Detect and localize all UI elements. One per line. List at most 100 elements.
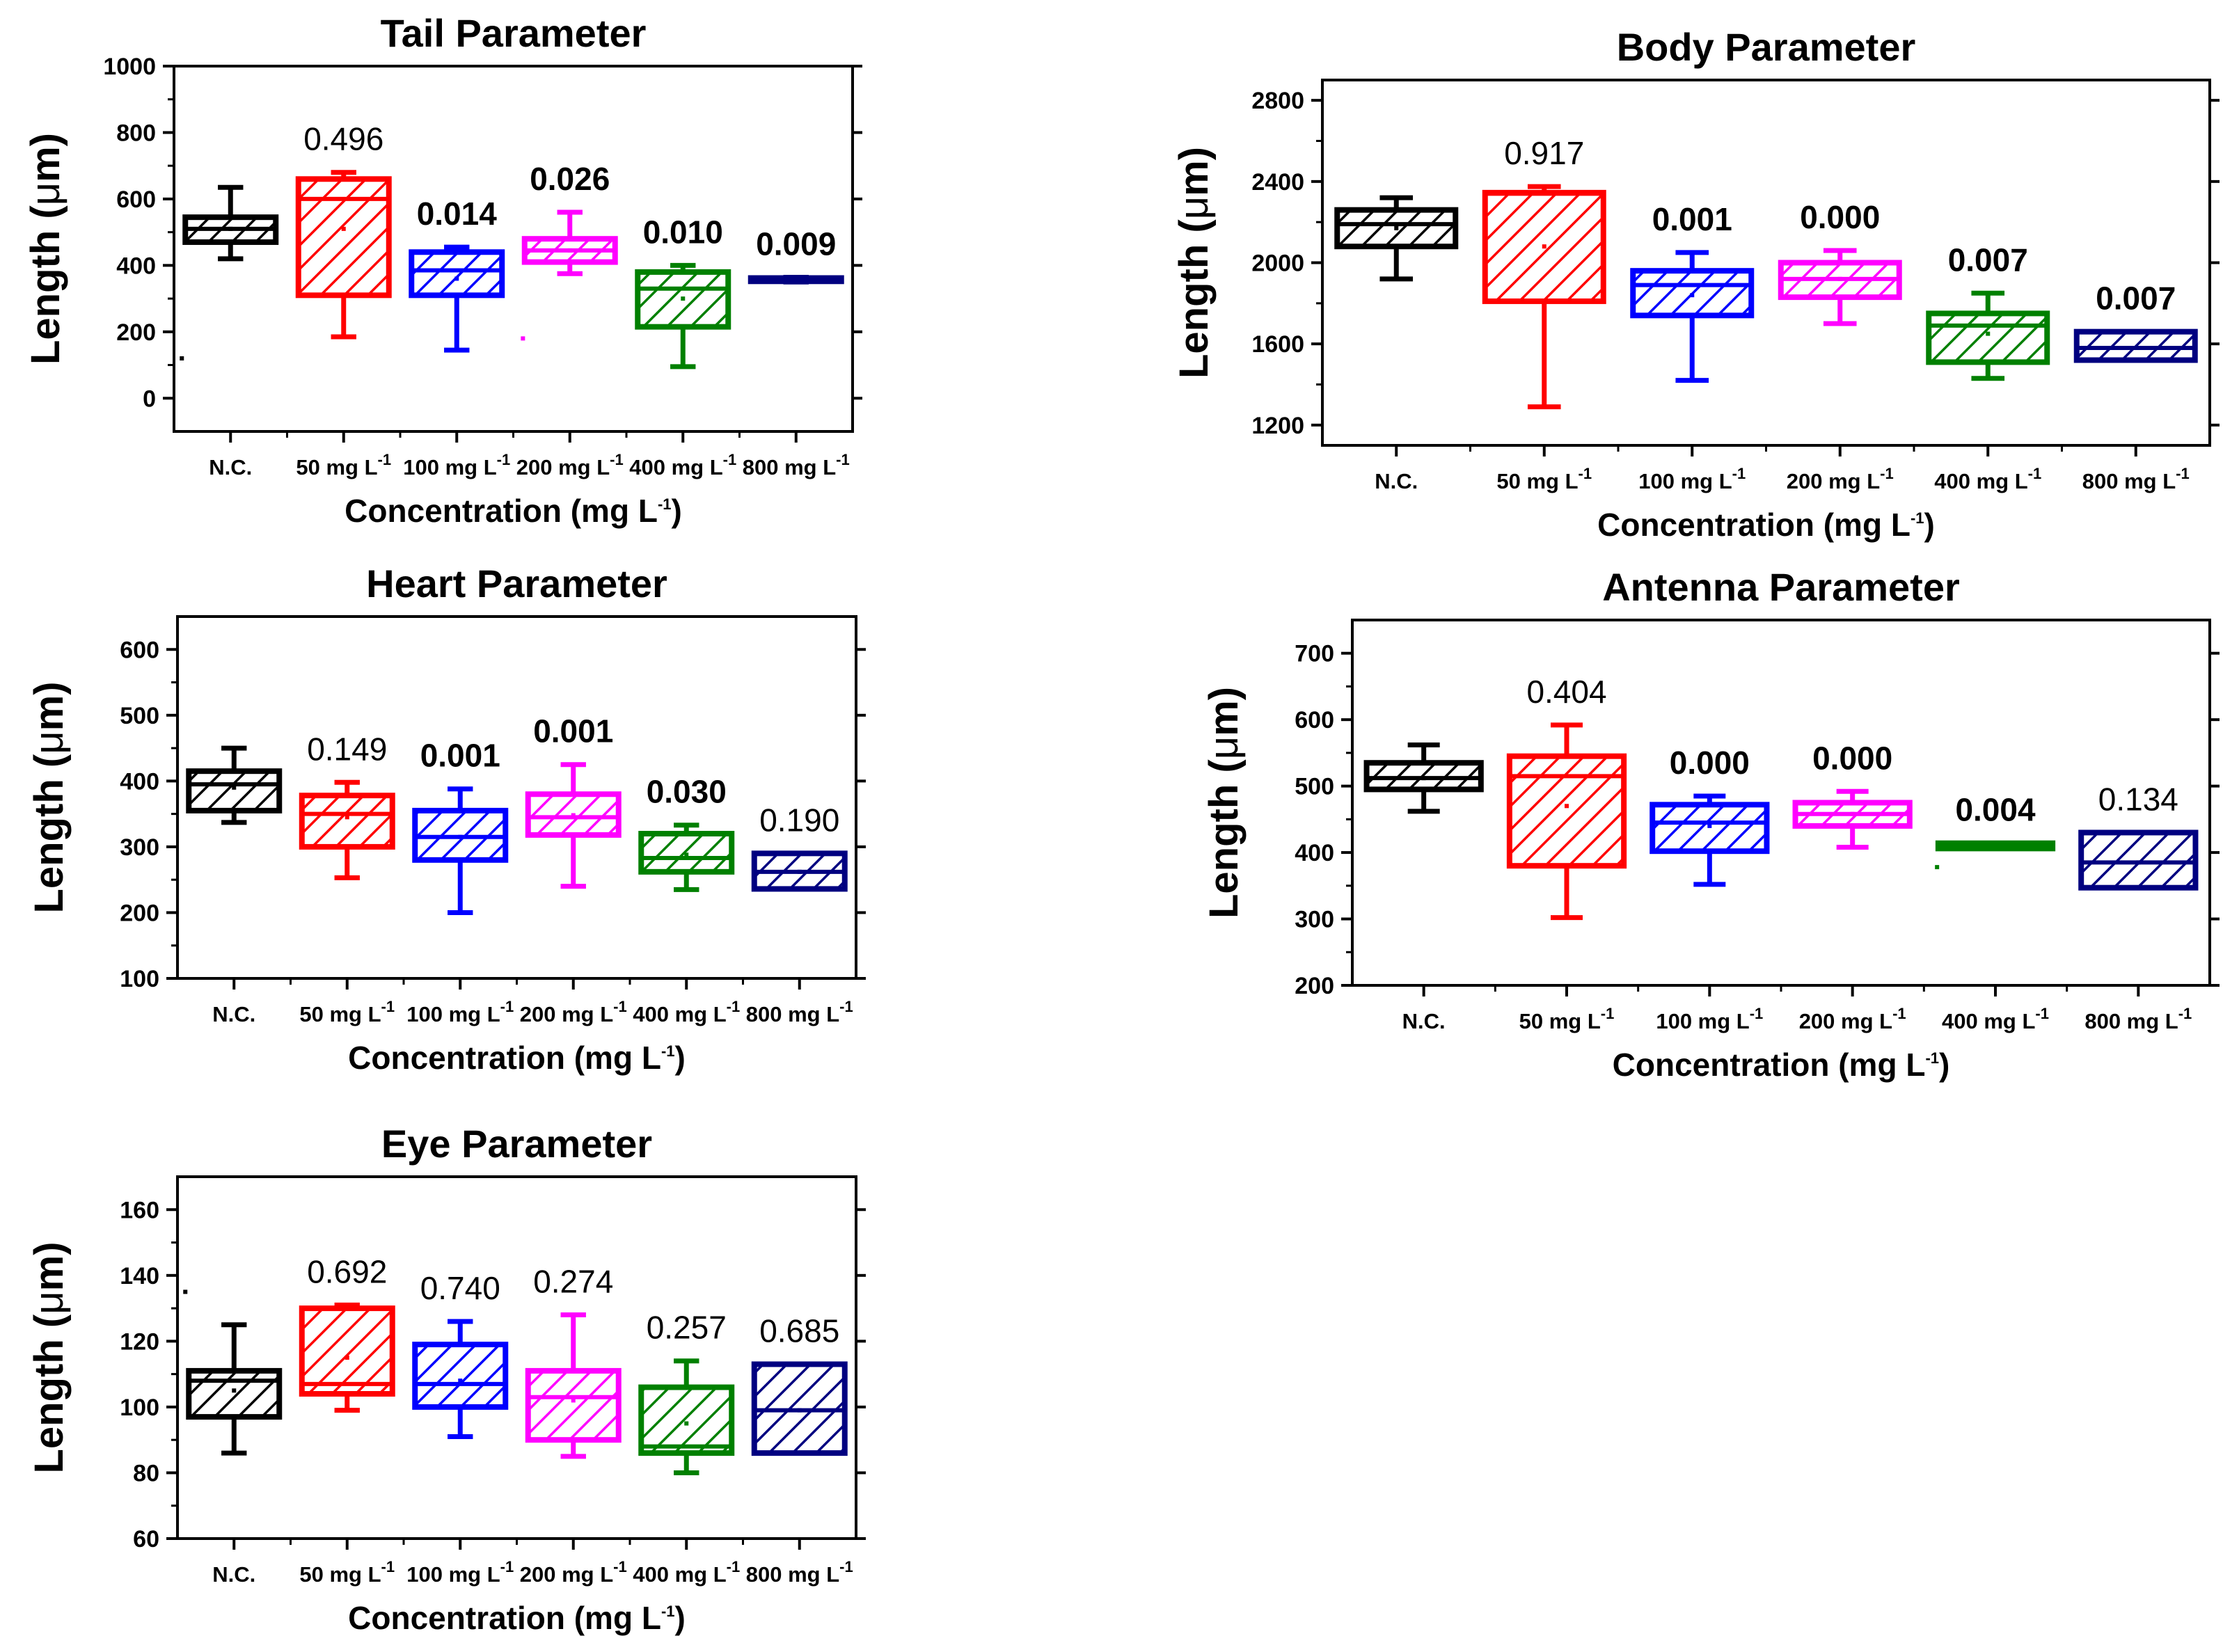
category-superscript: -1: [2176, 465, 2190, 482]
x-category-label: 400 mg L-1: [633, 998, 740, 1026]
category-superscript: -1: [378, 451, 392, 468]
box-iqr: [638, 831, 735, 875]
mean-marker: [458, 1379, 463, 1383]
mean-marker: [1837, 276, 1842, 281]
y-tick-label: 400: [120, 768, 159, 795]
y-tick-label: 800: [116, 120, 156, 146]
category-text: 50 mg L: [1519, 1009, 1601, 1033]
category-text: 50 mg L: [296, 455, 377, 479]
p-value-label: 0.004: [1955, 792, 2036, 828]
x-category-label: N.C.: [212, 1562, 255, 1587]
y-tick-label: 300: [1295, 907, 1334, 933]
category-superscript: -1: [1579, 465, 1592, 482]
box-c400: 0.007: [1926, 241, 2050, 381]
plot-frame: [1351, 619, 2211, 987]
x-category-label: 200 mg L-1: [520, 998, 627, 1026]
box-iqr: [2078, 829, 2199, 891]
mean-marker: [345, 1356, 349, 1360]
y-tick-label: 1200: [1251, 413, 1304, 439]
mean-marker: [684, 852, 689, 857]
box-c800: 0.134: [2078, 781, 2199, 891]
mean-marker: [1986, 331, 1991, 336]
category-text: 400 mg L: [633, 1562, 726, 1587]
box-c400: 0.030: [638, 774, 735, 892]
mean-marker: [567, 248, 572, 253]
box-iqr: [1926, 310, 2050, 365]
mean-marker: [1850, 811, 1855, 816]
box-iqr: [412, 1342, 509, 1410]
mean-marker: [793, 277, 798, 282]
box-iqr: [638, 1384, 735, 1456]
outlier-marker: [183, 1289, 188, 1294]
y-tick-label: 2000: [1251, 251, 1304, 277]
eye-chart: Eye Parameter 60 80 100 120 140 160 N.C. 50 mg L…: [26, 1122, 866, 1636]
mean-marker: [2133, 346, 2138, 350]
category-text: 200 mg L: [516, 455, 610, 479]
category-text: 800 mg L: [2084, 1009, 2178, 1033]
x-category-label: 200 mg L-1: [520, 1558, 627, 1587]
y-axis-label: Length (μm): [26, 681, 72, 913]
mean-marker: [228, 226, 233, 231]
x-category-label: 50 mg L-1: [1519, 1005, 1615, 1033]
x-category-label: 400 mg L-1: [633, 1558, 740, 1587]
category-superscript: -1: [1601, 1005, 1615, 1022]
body-chart: Body Parameter 1200 1600 2000 2400 2800 N.C. 50…: [1171, 25, 2220, 543]
category-superscript: -1: [613, 1558, 627, 1575]
category-superscript: -1: [497, 451, 511, 468]
mean-marker: [1707, 823, 1712, 828]
heart-chart: Heart Parameter 100 200 300 400 500 600 N.C. 50 …: [26, 562, 866, 1076]
category-text: N.C.: [1375, 469, 1418, 493]
category-text: 100 mg L: [403, 455, 496, 479]
category-superscript: -1: [381, 1558, 395, 1575]
mean-marker: [681, 296, 686, 301]
x-category-label: 800 mg L-1: [2084, 1005, 2192, 1033]
x-axis-label: Concentration (mg L-1): [348, 1040, 686, 1076]
box-c200: 0.000: [1792, 740, 1913, 850]
y-tick-label: 140: [120, 1263, 159, 1289]
chart-title: Heart Parameter: [366, 562, 667, 605]
y-tick-label: 2400: [1251, 169, 1304, 196]
p-value-label: 0.007: [2096, 280, 2176, 317]
category-superscript: -1: [613, 998, 627, 1015]
mean-marker: [232, 785, 237, 790]
box-c100: 0.740: [412, 1270, 509, 1439]
y-tick-label: 0: [143, 386, 156, 412]
x-category-label: 50 mg L-1: [299, 998, 395, 1026]
box-c100: 0.001: [412, 738, 509, 915]
p-value-label: 0.496: [303, 121, 383, 157]
x-category-label: 200 mg L-1: [1787, 465, 1894, 493]
y-tick-label: 300: [120, 834, 159, 861]
category-superscript: -1: [1750, 1005, 1764, 1022]
p-value-label: 0.014: [417, 196, 498, 232]
p-value-label: 0.917: [1504, 135, 1584, 171]
p-value-label: 0.149: [307, 731, 387, 767]
y-tick-label: 160: [120, 1197, 159, 1223]
box-c800: 0.685: [751, 1312, 848, 1456]
y-tick-label: 120: [120, 1328, 159, 1355]
x-category-label: 100 mg L-1: [1656, 1005, 1763, 1033]
y-axis-label: Length (μm): [1171, 147, 1217, 379]
box-nc: [186, 745, 283, 825]
category-text: N.C.: [209, 455, 252, 479]
category-text: 50 mg L: [299, 1562, 381, 1587]
y-tick-label: 400: [116, 253, 156, 279]
x-axis-label: Concentration (mg L-1): [1613, 1047, 1950, 1083]
box-c50: 0.149: [299, 731, 395, 880]
p-value-label: 0.000: [1670, 745, 1750, 781]
box-iqr: [186, 768, 283, 813]
y-tick-label: 1600: [1251, 331, 1304, 358]
x-category-label: N.C.: [212, 1002, 255, 1026]
mean-marker: [2136, 860, 2141, 865]
category-superscript: -1: [1892, 1005, 1906, 1022]
category-superscript: -1: [2028, 465, 2042, 482]
y-tick-label: 200: [1295, 973, 1334, 999]
x-axis-label: Concentration (mg L-1): [345, 493, 682, 529]
box-c50: 0.404: [1506, 674, 1627, 921]
p-value-label: 0.274: [533, 1264, 613, 1300]
box-iqr: [1506, 753, 1627, 869]
y-axis-label: Length (μm): [26, 1241, 72, 1473]
category-superscript: -1: [381, 998, 395, 1015]
p-value-label: 0.009: [756, 226, 836, 262]
x-category-label: N.C.: [1402, 1009, 1446, 1033]
x-category-label: 200 mg L-1: [1799, 1005, 1906, 1033]
